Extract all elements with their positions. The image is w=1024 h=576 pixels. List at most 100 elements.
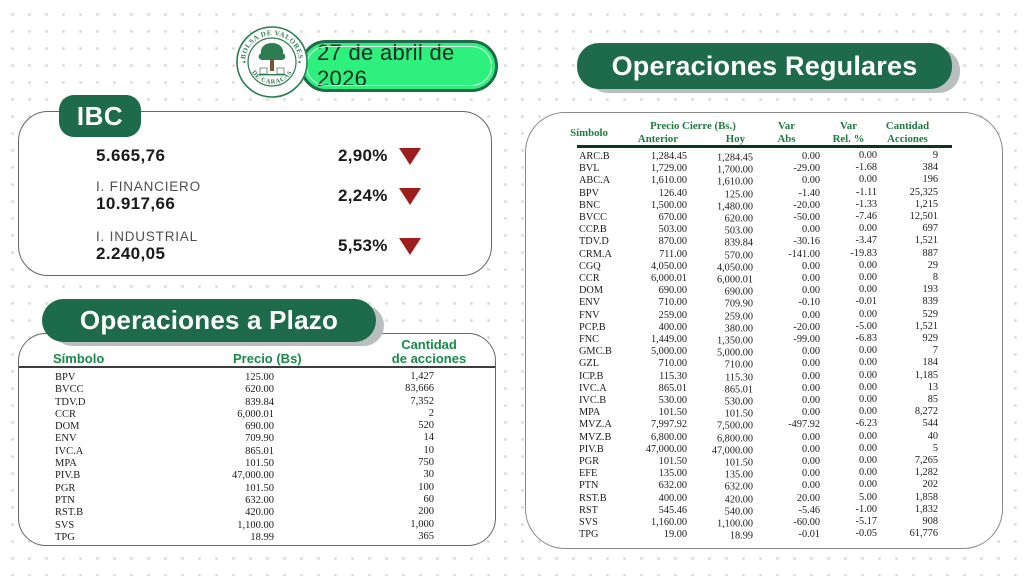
qty-cell: 7 — [932, 345, 938, 357]
table-row: BVCC 620.00 83,666 — [53, 383, 434, 396]
symbol-cell: ENV — [579, 297, 601, 309]
var-rel-cell: -5.17 — [855, 516, 877, 528]
qty-cell: 85 — [927, 394, 938, 406]
var-rel-cell: 0.00 — [858, 272, 877, 284]
var-rel-cell: -6.83 — [855, 333, 877, 345]
symbol-cell: SVS — [579, 517, 598, 529]
ibc-row-industrial: I. INDUSTRIAL 2.240,05 5,53% — [96, 222, 463, 270]
hoy-cell: 47,000.00 — [711, 445, 753, 457]
var-rel-cell: -0.05 — [855, 528, 877, 540]
anterior-cell: 6,000.01 — [650, 273, 687, 285]
var-rel-cell: 0.00 — [858, 430, 877, 442]
table-row: MVZ.A 7,997.92 7,500.00 -497.92 -6.23 544 — [553, 418, 938, 432]
plazo-panel: Símbolo Precio (Bs) Cantidad de acciones… — [18, 333, 496, 546]
var-rel-cell: 0.00 — [858, 443, 877, 455]
symbol-cell: IVC.B — [579, 395, 607, 407]
price-cell: 18.99 — [250, 531, 274, 543]
header-divider — [577, 145, 952, 148]
table-row: TDV.D 839.84 7,352 — [53, 396, 434, 409]
var-rel-cell: -6.23 — [855, 418, 877, 430]
anterior-cell: 400.00 — [658, 492, 687, 504]
var-rel-cell: 0.00 — [858, 260, 877, 272]
hoy-cell: 570.00 — [724, 250, 753, 262]
hoy-cell: 6,800.00 — [716, 433, 753, 445]
anterior-cell: 710.00 — [658, 297, 687, 309]
table-row: RST.B 400.00 420.00 20.00 5.00 1,858 — [553, 492, 938, 505]
hoy-cell: 839.84 — [724, 237, 753, 249]
regulares-panel: Símbolo Precio Cierre (Bs.) Var Var Cant… — [525, 112, 1003, 549]
anterior-cell: 1,500.00 — [650, 199, 687, 211]
table-row: PTN 632.00 632.00 0.00 0.00 202 — [553, 480, 938, 493]
table-row: SVS 1,100.00 1,000 — [53, 519, 434, 532]
price-cell: 101.50 — [245, 458, 274, 470]
hoy-cell: 135.00 — [724, 469, 753, 481]
table-row: CCR 6,000.01 2 — [53, 408, 434, 421]
column-header-qty-line1: Cantidad — [401, 337, 457, 352]
index-value: 2.240,05 — [96, 243, 166, 263]
symbol-cell: DOM — [55, 421, 80, 433]
var-rel-cell: 0.00 — [858, 369, 877, 381]
var-abs-cell: -60.00 — [793, 517, 820, 529]
var-abs-cell: -50.00 — [793, 212, 820, 224]
symbol-cell: ICP.B — [579, 370, 604, 382]
table-row: CCR 6,000.01 6,000.01 0.00 0.00 8 — [553, 272, 938, 285]
qty-cell: 529 — [922, 308, 938, 320]
var-rel-cell: 0.00 — [858, 357, 877, 369]
var-rel-cell: 0.00 — [858, 223, 877, 235]
anterior-cell: 5,000.00 — [650, 346, 687, 358]
table-row: FNC 1,449.00 1,350.00 -99.00 -6.83 929 — [553, 333, 938, 347]
symbol-cell: BPV — [579, 187, 600, 199]
var-rel-cell: -5.00 — [855, 321, 877, 333]
table-row: SVS 1,160.00 1,100.00 -60.00 -5.17 908 — [553, 516, 938, 529]
tree-icon — [258, 43, 286, 76]
symbol-cell: SVS — [55, 519, 75, 531]
price-cell: 690.00 — [245, 421, 274, 433]
anterior-cell: 711.00 — [659, 248, 687, 260]
qty-cell: 83,666 — [405, 383, 434, 395]
var-abs-cell: 20.00 — [796, 492, 820, 504]
column-header-qty-line1: Cantidad — [885, 120, 930, 132]
table-row: EFE 135.00 135.00 0.00 0.00 1,282 — [553, 467, 938, 481]
symbol-cell: FNC — [579, 334, 600, 346]
qty-cell: 13 — [927, 382, 938, 394]
anterior-cell: 632.00 — [658, 480, 687, 492]
symbol-cell: TDV.D — [579, 236, 609, 248]
price-cell: 6,000.01 — [237, 408, 274, 420]
qty-cell: 100 — [418, 481, 434, 493]
anterior-cell: 503.00 — [658, 224, 687, 236]
table-row: RST 545.46 540.00 -5.46 -1.00 1,832 — [553, 504, 938, 517]
down-arrow-icon — [399, 187, 421, 205]
symbol-cell: CGQ — [579, 260, 601, 272]
hoy-cell: 1,350.00 — [716, 335, 753, 347]
table-row: ENV 710.00 709.90 -0.10 -0.01 839 — [553, 297, 938, 310]
symbol-cell: MPA — [55, 458, 77, 470]
hoy-cell: 1,700.00 — [716, 164, 753, 176]
var-rel-cell: 0.00 — [858, 308, 877, 320]
column-header-var-abs-line2: Abs — [777, 132, 796, 145]
symbol-cell: MVZ.A — [579, 419, 612, 431]
var-rel-cell: 0.00 — [858, 394, 877, 406]
symbol-cell: RST.B — [55, 507, 84, 519]
qty-cell: 365 — [418, 530, 434, 542]
symbol-cell: MPA — [579, 407, 601, 419]
symbol-cell: CCR — [55, 408, 77, 420]
symbol-cell: CRM.A — [579, 248, 612, 260]
qty-cell: 40 — [927, 430, 938, 442]
symbol-cell: ARC.B — [579, 151, 610, 162]
qty-cell: 1,427 — [410, 371, 434, 382]
hoy-cell: 690.00 — [724, 286, 753, 298]
anterior-cell: 865.01 — [658, 382, 687, 394]
hoy-cell: 632.00 — [724, 481, 753, 493]
var-abs-cell: -20.00 — [793, 199, 820, 211]
hoy-cell: 380.00 — [724, 323, 753, 335]
date-badge: 27 de abril de 2026 — [300, 40, 498, 92]
anterior-cell: 6,800.00 — [650, 431, 687, 443]
table-row: PIV.B 47,000.00 47,000.00 0.00 0.00 5 — [553, 443, 938, 457]
qty-cell: 929 — [922, 333, 938, 345]
symbol-cell: PGR — [55, 482, 76, 494]
column-header-symbol: Símbolo — [53, 351, 105, 366]
symbol-cell: ABC.A — [579, 175, 611, 187]
table-row: PIV.B 47,000.00 30 — [53, 469, 434, 482]
symbol-cell: IVC.A — [579, 382, 607, 394]
var-abs-cell: 0.00 — [801, 468, 820, 480]
